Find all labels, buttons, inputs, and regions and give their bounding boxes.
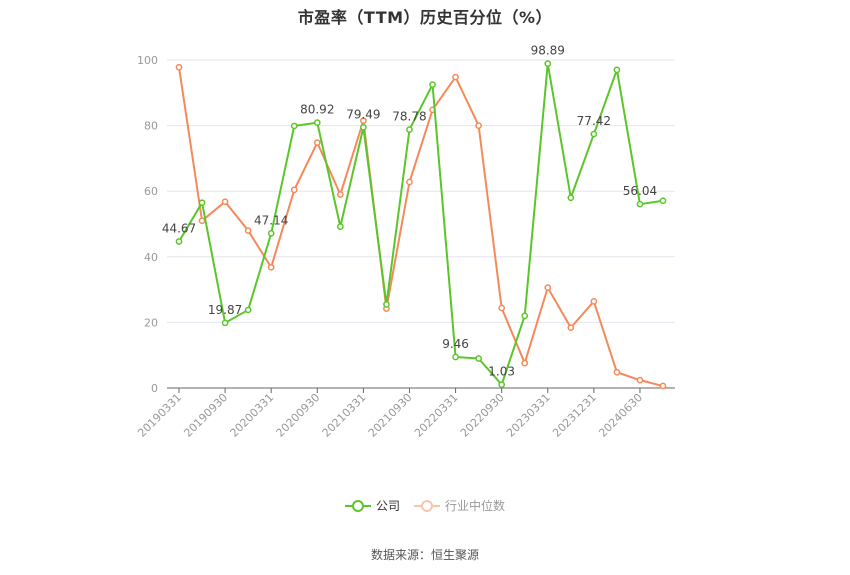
data-point[interactable] [406, 178, 413, 186]
data-point[interactable] [267, 230, 275, 237]
x-tick-label: 20210930 [366, 391, 415, 440]
data-point[interactable] [336, 223, 344, 230]
data-point[interactable] [336, 191, 344, 198]
x-tick-label: 20200331 [228, 391, 277, 440]
data-point[interactable] [521, 359, 529, 367]
data-point[interactable] [198, 217, 206, 225]
chart-legend: 公司 行业中位数 [0, 497, 850, 514]
data-value-label: 9.46 [442, 337, 469, 351]
data-point[interactable] [659, 197, 667, 205]
y-tick-label: 40 [144, 251, 158, 264]
industry-line-marker-icon [414, 499, 440, 512]
legend-item-company[interactable]: 公司 [344, 497, 400, 514]
data-point[interactable] [475, 122, 482, 129]
data-point[interactable] [567, 324, 575, 331]
data-point[interactable] [406, 126, 413, 133]
data-point[interactable] [590, 130, 598, 138]
data-value-label: 80.92 [300, 103, 334, 117]
x-tick-label: 20231231 [550, 391, 599, 440]
x-tick-label: 20230331 [504, 391, 553, 440]
data-point[interactable] [198, 199, 206, 207]
data-point[interactable] [221, 319, 229, 327]
data-value-label: 98.89 [531, 44, 565, 58]
data-value-label: 1.03 [488, 365, 515, 379]
data-point[interactable] [175, 63, 183, 71]
data-point[interactable] [244, 227, 252, 234]
data-value-label: 78.78 [392, 110, 426, 124]
data-point[interactable] [360, 117, 367, 125]
data-point[interactable] [175, 238, 183, 245]
data-source-note: 数据来源：恒生聚源 [370, 548, 479, 562]
chart-title: 市盈率（TTM）历史百分位（%） [297, 8, 553, 27]
data-point[interactable] [313, 119, 321, 126]
x-tick-label: 20220331 [412, 391, 461, 440]
data-point[interactable] [498, 304, 506, 312]
data-point[interactable] [360, 123, 367, 131]
data-point[interactable] [613, 368, 621, 376]
series-company [175, 60, 667, 388]
data-value-label: 79.49 [346, 107, 380, 121]
legend-label-company: 公司 [375, 499, 400, 513]
data-point[interactable] [636, 376, 644, 384]
data-point[interactable] [521, 312, 529, 320]
y-tick-label: 100 [137, 54, 158, 67]
data-point[interactable] [475, 355, 482, 362]
legend-label-industry: 行业中位数 [445, 499, 506, 513]
x-tick-label: 20210331 [320, 391, 369, 440]
line-chart: 0 20 40 60 80 100 2019033120190930202003312020… [135, 44, 675, 440]
data-point[interactable] [452, 353, 459, 361]
y-tick-label: 60 [144, 185, 158, 198]
y-tick-label: 0 [151, 382, 158, 395]
data-point[interactable] [313, 139, 321, 147]
data-point[interactable] [498, 381, 506, 388]
data-point[interactable] [267, 263, 275, 271]
data-point[interactable] [452, 73, 459, 81]
x-tick-label: 20240630 [596, 391, 645, 440]
data-value-label: 44.67 [162, 221, 196, 235]
company-line-marker-icon [344, 499, 371, 512]
data-value-label: 19.87 [208, 303, 242, 317]
data-point[interactable] [590, 298, 598, 305]
data-point[interactable] [613, 66, 621, 74]
data-point[interactable] [659, 382, 667, 390]
x-tick-label: 20220930 [458, 391, 507, 440]
x-tick-label: 20190331 [135, 391, 184, 440]
data-point[interactable] [636, 200, 644, 208]
x-tick-label: 20200930 [274, 391, 323, 440]
data-value-label: 77.42 [577, 114, 611, 128]
legend-item-industry[interactable]: 行业中位数 [414, 497, 505, 514]
data-point[interactable] [290, 122, 298, 130]
data-point[interactable] [544, 60, 552, 67]
y-tick-label: 80 [144, 120, 158, 133]
data-point[interactable] [221, 198, 229, 206]
data-value-label: 47.14 [254, 213, 288, 227]
data-point[interactable] [429, 81, 436, 88]
x-tick-label: 20190930 [181, 391, 230, 440]
data-point[interactable] [567, 194, 575, 202]
data-point[interactable] [544, 284, 552, 291]
data-point[interactable] [244, 306, 252, 314]
series-industry [175, 63, 667, 390]
y-tick-label: 20 [144, 316, 158, 329]
data-point[interactable] [383, 301, 390, 308]
data-point[interactable] [290, 186, 298, 194]
data-value-label: 56.04 [623, 184, 657, 198]
